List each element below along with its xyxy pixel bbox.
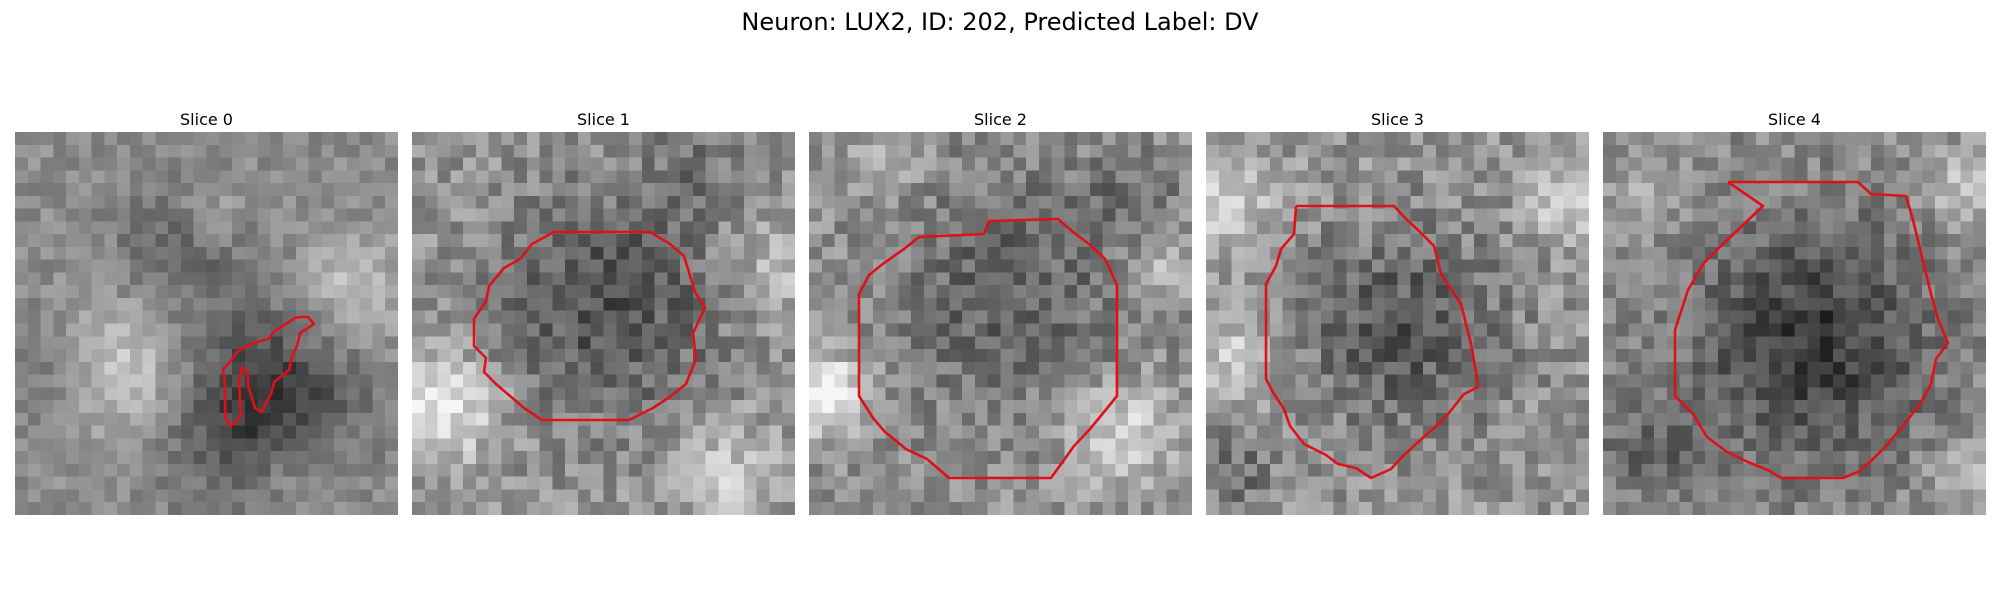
roi-contour-3 [1264, 204, 1480, 480]
roi-contour-4 [1673, 180, 1950, 480]
slice-image-2 [809, 132, 1192, 515]
slice-title-2: Slice 2 [974, 110, 1027, 129]
slice-title-1: Slice 1 [577, 110, 630, 129]
contour-overlay-4 [1673, 180, 1950, 480]
figure-title: Neuron: LUX2, ID: 202, Predicted Label: … [741, 8, 1259, 36]
contour-overlay-2 [857, 217, 1119, 480]
slice-image-0 [15, 132, 398, 515]
slice-image-4 [1603, 132, 1986, 515]
roi-contour-0 [221, 315, 316, 428]
slice-panel-1: Slice 1 [412, 108, 795, 515]
slice-title-4: Slice 4 [1768, 110, 1821, 129]
slice-panel-2: Slice 2 [809, 108, 1192, 515]
roi-contour-2 [857, 217, 1119, 480]
slice-image-3 [1206, 132, 1589, 515]
slice-panel-4: Slice 4 [1603, 108, 1986, 515]
slice-panel-0: Slice 0 [15, 108, 398, 515]
roi-contour-1 [472, 230, 707, 422]
slice-panel-3: Slice 3 [1206, 108, 1589, 515]
slice-title-3: Slice 3 [1371, 110, 1424, 129]
contour-overlay-3 [1264, 204, 1480, 480]
slice-title-0: Slice 0 [180, 110, 233, 129]
contour-overlay-1 [472, 230, 707, 422]
contour-overlay-0 [221, 315, 316, 428]
slice-image-1 [412, 132, 795, 515]
